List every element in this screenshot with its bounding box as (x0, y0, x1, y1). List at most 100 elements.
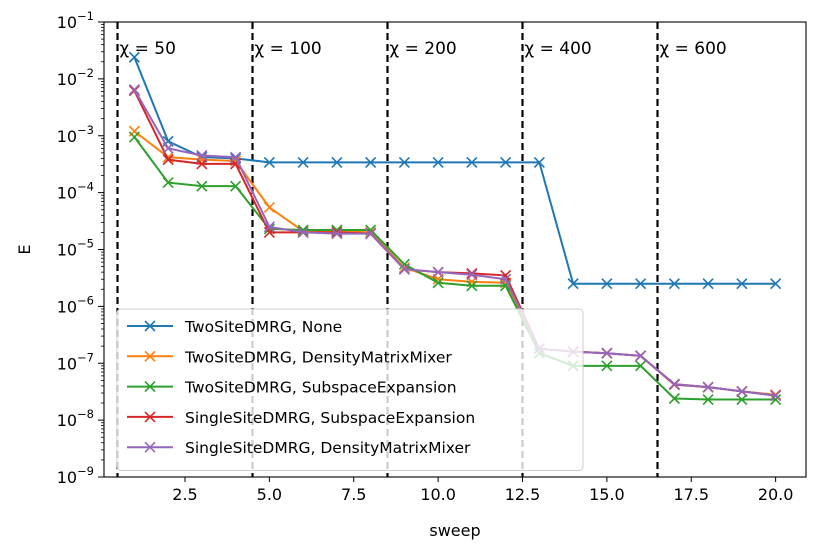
series-line (133, 56, 776, 285)
legend-marker (144, 381, 156, 393)
legend-marker (144, 441, 156, 453)
series-line (133, 89, 776, 397)
legend-label: SingleSiteDMRG, SubspaceExpansion (185, 409, 475, 427)
chi-annotation: χ = 200 (389, 39, 456, 59)
y-tick-label: 10−5 (57, 237, 94, 260)
data-point (128, 131, 140, 143)
data-point (736, 278, 748, 290)
series-line (133, 136, 776, 401)
legend-entry: TwoSiteDMRG, DensityMatrixMixer (127, 348, 452, 366)
data-point (736, 393, 748, 406)
legend-entry: SingleSiteDMRG, SubspaceExpansion (127, 409, 475, 427)
x-tick-label: 15.0 (589, 485, 625, 504)
legend-label: TwoSiteDMRG, None (184, 318, 342, 336)
y-tick-label: 10−1 (57, 9, 94, 32)
chi-annotation: χ = 100 (254, 39, 321, 59)
data-point (635, 278, 647, 290)
data-point (770, 390, 782, 402)
chi-annotation: χ = 400 (524, 39, 591, 59)
data-point (230, 151, 242, 163)
data-point (432, 277, 444, 289)
x-tick-label: 10.0 (420, 485, 456, 504)
data-point (466, 156, 478, 168)
chi-annotation: χ = 600 (659, 39, 726, 59)
data-point (128, 51, 140, 63)
data-point (702, 381, 714, 393)
legend-entry: TwoSiteDMRG, None (127, 318, 342, 336)
x-axis-ticks: 2.5 5.0 7.5 10.0 12.5 15.0 17.5 20.0 (172, 477, 793, 504)
data-point (365, 228, 377, 240)
y-axis-title: E (15, 244, 34, 254)
data-point (567, 278, 579, 290)
legend-box (116, 308, 584, 471)
y-tick-label: 10−3 (57, 123, 94, 146)
x-tick-label: 17.5 (673, 485, 709, 504)
data-point (635, 350, 647, 362)
data-point (770, 278, 782, 290)
y-tick-label: 10−4 (57, 180, 94, 203)
data-point (668, 392, 680, 405)
data-point (162, 142, 174, 154)
data-point (500, 156, 512, 168)
legend-label: SingleSiteDMRG, DensityMatrixMixer (185, 439, 471, 457)
data-point (601, 360, 613, 372)
data-point (736, 385, 748, 397)
data-point (297, 225, 309, 237)
data-point (331, 156, 343, 168)
data-point (365, 156, 377, 168)
legend-label: TwoSiteDMRG, SubspaceExpansion (184, 379, 457, 397)
data-point (770, 393, 782, 406)
series-2 (128, 131, 782, 406)
data-point (702, 393, 714, 406)
y-tick-label: 10−7 (57, 350, 94, 373)
legend-label: TwoSiteDMRG, DensityMatrixMixer (184, 348, 452, 366)
x-tick-label: 5.0 (257, 485, 282, 504)
y-axis-ticks: 10−9 10−8 10−7 10−6 10−5 10−4 10−3 10−2 10−1 (57, 9, 104, 487)
legend-entry: TwoSiteDMRG, SubspaceExpansion (127, 379, 457, 397)
data-point (601, 278, 613, 290)
y-tick-label: 10−9 (57, 464, 94, 487)
data-point (162, 177, 174, 189)
data-point (466, 280, 478, 292)
x-tick-label: 12.5 (505, 485, 541, 504)
x-tick-label: 20.0 (758, 485, 794, 504)
data-point (398, 258, 410, 270)
data-point (466, 267, 478, 279)
data-point (196, 158, 208, 170)
data-point (263, 156, 275, 168)
data-point (635, 360, 647, 372)
chi-annotation: χ = 50 (119, 39, 176, 59)
data-point (230, 180, 242, 192)
series-0 (128, 51, 782, 290)
data-point (668, 378, 680, 390)
data-point (331, 228, 343, 240)
data-point (263, 221, 275, 233)
x-tick-label: 7.5 (341, 485, 366, 504)
data-point (196, 149, 208, 162)
data-point (432, 266, 444, 278)
legend-entry: SingleSiteDMRG, DensityMatrixMixer (127, 439, 471, 457)
legend: TwoSiteDMRG, None TwoSiteDMRG, DensityMat… (116, 308, 584, 471)
data-point (702, 278, 714, 290)
y-tick-label: 10−6 (57, 293, 94, 316)
data-point (500, 273, 512, 285)
data-point (297, 156, 309, 168)
legend-marker (144, 350, 156, 362)
x-axis-title: sweep (429, 521, 480, 540)
data-point (668, 278, 680, 290)
legend-marker (144, 411, 156, 423)
legend-marker (144, 320, 156, 332)
data-point (162, 154, 174, 166)
data-point (398, 156, 410, 168)
data-point (263, 201, 275, 213)
y-tick-label: 10−2 (57, 66, 94, 89)
x-tick-label: 2.5 (172, 485, 197, 504)
data-point (432, 156, 444, 168)
data-point (263, 226, 275, 238)
data-point (196, 180, 208, 192)
data-point (601, 347, 613, 359)
chi-annotations: χ = 50 χ = 100 χ = 200 χ = 400 χ = 600 (119, 39, 726, 59)
data-point (466, 269, 478, 281)
y-tick-label: 10−8 (57, 407, 94, 430)
